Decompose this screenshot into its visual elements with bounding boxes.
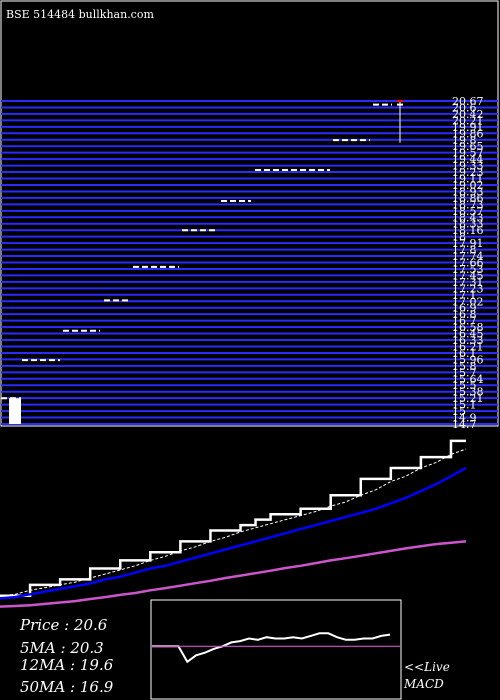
- price-axis-label: 15.21: [452, 392, 484, 405]
- price-axis-label: 16.7: [452, 315, 477, 328]
- price-axis-label: 17.45: [452, 269, 484, 282]
- chart-title: BSE 514484 bullkhan.com: [6, 8, 154, 21]
- series-50ma-line: [0, 540, 467, 608]
- moving-average-lines: [0, 439, 467, 608]
- price-axis-label: 17.31: [452, 276, 484, 289]
- macd-lines: [152, 632, 400, 664]
- series-5ma-line: [0, 448, 467, 597]
- price-axis-label: 16.21: [452, 340, 484, 353]
- price-axis-label: 16.58: [452, 321, 484, 334]
- price-axis-label: 16.45: [452, 328, 484, 341]
- price-axis-label: 18: [452, 231, 466, 244]
- price-axis-label: 14.7: [452, 418, 477, 431]
- price-axis-label: 20.6: [452, 101, 477, 114]
- price-axis-label: 19.57: [452, 147, 484, 160]
- macd-label: MACD: [403, 677, 444, 691]
- price-axis-label: 18.73: [452, 198, 484, 211]
- price-gridlines: [1, 100, 498, 425]
- macd-series-macd-line: [152, 632, 391, 664]
- legend-5ma: 5MA : 20.3: [20, 639, 104, 657]
- price-axis-label: 16.1: [452, 347, 477, 360]
- price-axis-label: 18.57: [452, 205, 484, 218]
- price-axis-label: 15: [452, 405, 466, 418]
- price-panel-frame: [0, 0, 499, 427]
- legend-price: Price : 20.6: [19, 616, 108, 634]
- series-12ma-line: [0, 466, 467, 600]
- price-axis-label: 19.44: [452, 153, 484, 166]
- price-axis-label: 15.5: [452, 379, 477, 392]
- price-axis-label: 18.16: [452, 224, 484, 237]
- series-price-line: [0, 439, 466, 597]
- price-axis-label: 15.8: [452, 360, 477, 373]
- price-candle-body: [9, 398, 21, 424]
- price-axis-label: 17.8: [452, 244, 477, 257]
- price-axis-label: 17.74: [452, 250, 484, 263]
- price-axis-label: 17.23: [452, 282, 484, 295]
- price-axis-label: 20.67: [452, 95, 484, 108]
- price-axis-label: 19.11: [452, 173, 484, 186]
- macd-panel-frame: [150, 599, 402, 700]
- price-axis-label: 16.33: [452, 334, 484, 347]
- legend-12ma: 12MA : 19.6: [20, 656, 114, 674]
- price-axis-label: 15.38: [452, 386, 484, 399]
- price-axis-label: 15.64: [452, 373, 484, 386]
- price-axis-label: 18.86: [452, 192, 484, 205]
- price-axis-label: 19.8: [452, 134, 477, 147]
- price-candles: [1, 100, 403, 424]
- price-axis-label: 14.9: [452, 412, 477, 425]
- price-axis-label: 17.53: [452, 263, 484, 276]
- price-axis-label: 19.33: [452, 160, 484, 173]
- price-axis-label: 19.86: [452, 127, 484, 140]
- price-axis-label: 18.43: [452, 211, 484, 224]
- price-axis-label: 16.9: [452, 302, 477, 315]
- legend-50ma: 50MA : 16.9: [20, 678, 114, 696]
- price-axis-label: 18.33: [452, 218, 484, 231]
- price-axis-label: 15.1: [452, 399, 477, 412]
- price-axis-label: 16.8: [452, 308, 477, 321]
- price-axis-label: 19.02: [452, 179, 484, 192]
- price-axis-label: 19.23: [452, 166, 484, 179]
- price-axis-label: 18.93: [452, 185, 484, 198]
- price-axis-label: 20.42: [452, 108, 484, 121]
- price-axis-label: 17.91: [452, 237, 484, 250]
- price-axis-label: 17.02: [452, 295, 484, 308]
- price-axis-label: 17.66: [452, 257, 484, 270]
- price-axis-label: 20.21: [452, 114, 484, 127]
- price-axis-labels: 20.6720.620.4220.2119.9119.8619.819.6519…: [452, 95, 484, 431]
- live-label: <<Live: [404, 660, 450, 674]
- price-axis-label: 17.1: [452, 289, 477, 302]
- price-axis-label: 19.91: [452, 121, 484, 134]
- price-axis-label: 15.7: [452, 366, 477, 379]
- price-axis-label: 19.65: [452, 140, 484, 153]
- price-axis-label: 15.96: [452, 353, 484, 366]
